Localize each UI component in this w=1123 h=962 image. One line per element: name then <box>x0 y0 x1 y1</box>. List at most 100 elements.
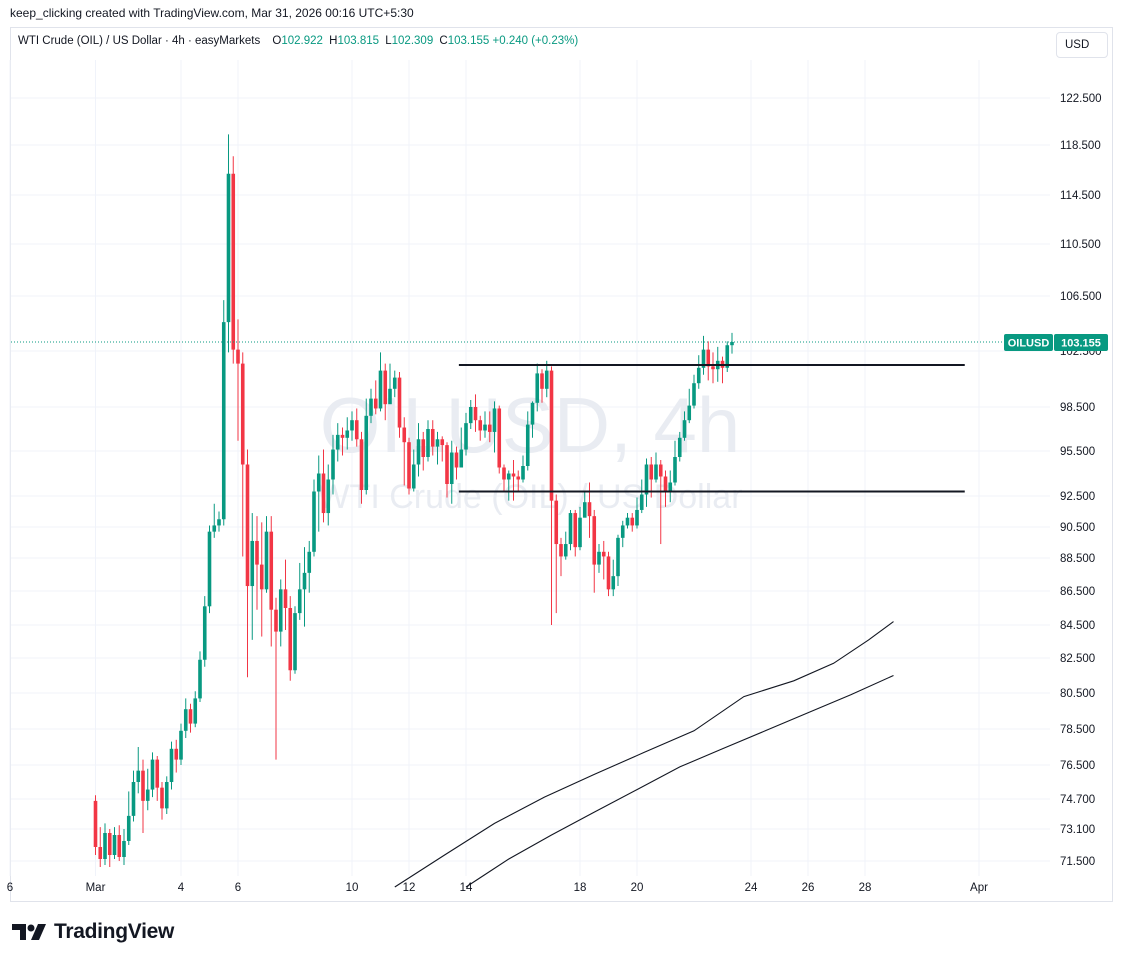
candle-body <box>611 576 616 590</box>
candle-body <box>668 482 673 492</box>
candle-body <box>155 759 160 788</box>
candle <box>544 360 549 398</box>
y-tick-label: 86.500 <box>1060 586 1095 598</box>
x-tick-label: 6 <box>7 882 13 894</box>
candle-body <box>506 473 511 480</box>
candle-body <box>321 473 326 514</box>
candle <box>430 420 435 456</box>
moving-average-line[interactable] <box>394 621 894 888</box>
candle-body <box>117 835 122 857</box>
candle-body <box>316 473 321 492</box>
candle <box>487 411 492 443</box>
y-tick-label: 88.500 <box>1060 553 1095 565</box>
candle <box>264 516 269 593</box>
y-tick-label: 122.500 <box>1060 93 1102 105</box>
grid-lines <box>9 60 1050 876</box>
candle-body <box>226 173 231 323</box>
candle-body <box>540 373 544 389</box>
candle-body <box>231 173 236 350</box>
currency-button[interactable]: USD <box>1056 32 1108 58</box>
y-tick-label: 98.500 <box>1060 402 1095 414</box>
candle-body <box>454 452 459 468</box>
candle-body <box>464 423 468 450</box>
chart-credit: keep_clicking created with TradingView.c… <box>10 6 414 20</box>
tradingview-logo-text: TradingView <box>54 920 175 943</box>
candle-body <box>150 759 155 790</box>
candle-body <box>278 589 283 632</box>
candle-body <box>103 833 107 859</box>
candle <box>231 156 236 364</box>
candle-body <box>473 407 478 421</box>
x-tick-label: 20 <box>631 882 644 894</box>
candle <box>250 513 255 640</box>
candle <box>136 747 141 794</box>
time-axis: 6 Mar 4 6 10 12 14 18 20 24 26 28 Apr <box>7 882 988 894</box>
y-tick-label: 76.500 <box>1060 760 1095 772</box>
candle-body <box>554 500 559 545</box>
candle-body <box>435 439 440 447</box>
tradingview-logo[interactable]: TradingView <box>12 920 174 944</box>
candle-body <box>445 445 449 484</box>
candle-body <box>188 709 193 724</box>
candle-body <box>354 420 359 440</box>
y-tick-label: 110.500 <box>1060 239 1101 251</box>
candle-body <box>335 434 340 450</box>
candle-body <box>250 540 255 587</box>
candle-body <box>725 345 730 368</box>
candle-body <box>136 770 141 782</box>
candle-body <box>269 531 274 610</box>
candle-body <box>179 730 183 760</box>
candle <box>483 411 487 438</box>
y-tick-label: 74.700 <box>1060 794 1095 806</box>
candle-body <box>592 516 597 565</box>
candle <box>658 460 663 545</box>
candle <box>345 417 350 450</box>
candle <box>293 606 297 674</box>
candle-body <box>112 835 117 855</box>
legend-close-label: C <box>439 35 448 47</box>
candle-body <box>350 420 354 431</box>
candle <box>131 770 136 822</box>
candle-body <box>635 509 639 526</box>
candle-body <box>663 476 668 492</box>
candle <box>164 776 169 814</box>
candle <box>188 703 193 733</box>
tradingview-logo-icon <box>12 924 46 940</box>
candle-body <box>221 322 226 520</box>
candle-body <box>141 770 145 801</box>
candle-body <box>530 402 535 425</box>
candle <box>459 427 464 468</box>
candle <box>112 827 117 859</box>
candle <box>611 559 616 597</box>
candle-body <box>654 464 658 480</box>
candle-body <box>378 370 383 409</box>
candle-body <box>483 424 487 431</box>
candle <box>193 691 198 728</box>
x-tick-label: 14 <box>460 882 473 894</box>
candle-body <box>601 551 606 557</box>
candle-body <box>639 494 644 510</box>
candle <box>644 458 649 507</box>
candle-body <box>274 609 278 632</box>
candle-body <box>644 464 649 495</box>
candle-body <box>174 748 179 760</box>
candle <box>103 823 107 865</box>
candle <box>421 431 426 471</box>
moving-average-line[interactable] <box>465 674 894 888</box>
candle-body <box>402 427 407 443</box>
y-tick-label: 80.500 <box>1060 688 1095 700</box>
price-tag-symbol-bg <box>1004 334 1053 351</box>
legend-high: 103.815 <box>337 35 380 47</box>
candle <box>668 470 673 503</box>
watermark-symbol: OILUSD, 4h <box>320 381 741 469</box>
candle <box>141 759 145 833</box>
y-tick-label: 82.500 <box>1060 653 1095 665</box>
legend-symbol: WTI Crude (OIL) / US Dollar · 4h · easyM… <box>18 35 261 47</box>
candle <box>297 562 302 620</box>
candle <box>169 741 174 790</box>
horizontal-lines <box>458 364 965 493</box>
y-tick-label: 71.500 <box>1060 856 1095 868</box>
legend-open-label: O <box>272 35 282 47</box>
candle-body <box>255 540 259 565</box>
